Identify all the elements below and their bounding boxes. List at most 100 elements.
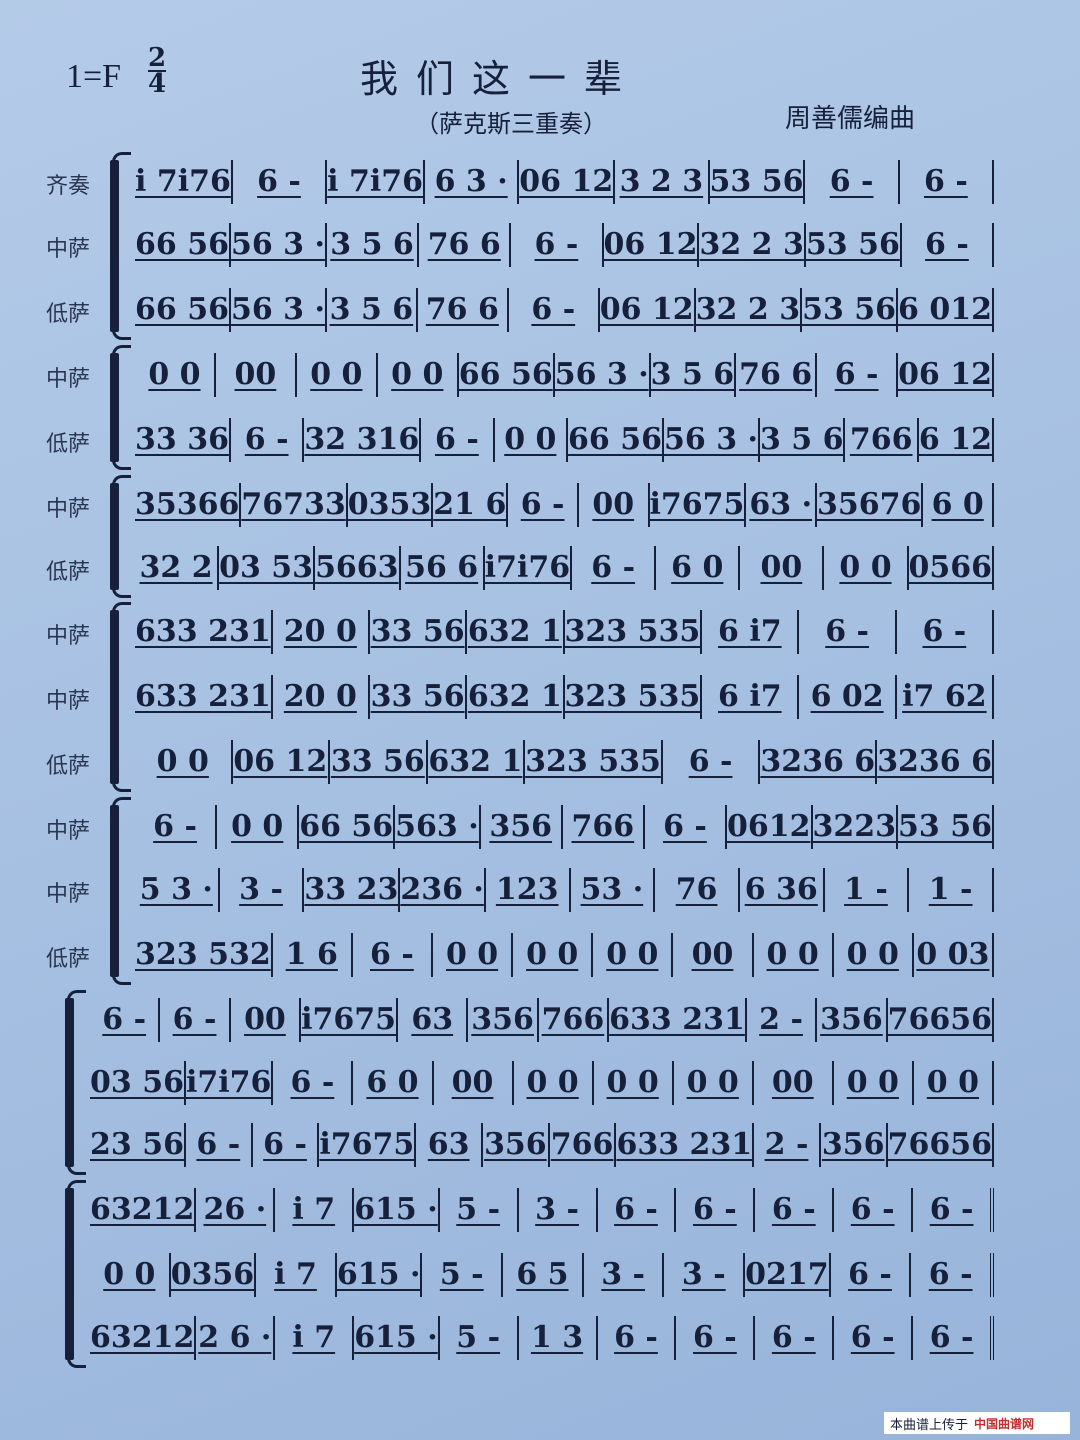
measure: 0 0 <box>513 933 594 977</box>
measure: i 7i76 <box>327 160 425 204</box>
measure: 6 012 <box>898 288 994 332</box>
measure: 632 1 <box>428 740 526 784</box>
measure: 56 3 · <box>555 353 651 397</box>
measure: 66 56 <box>299 805 396 849</box>
measure: i 7 <box>275 1316 355 1360</box>
instrument-label: 低萨 <box>46 302 91 327</box>
measure: 6 - <box>913 1316 995 1360</box>
measure: 3 - <box>220 868 305 912</box>
system-bracket <box>65 1180 86 1368</box>
measure: 76 6 <box>419 223 512 267</box>
instrument-label: 低萨 <box>46 947 91 972</box>
measure: 3 5 6 <box>651 353 737 397</box>
measure: 33 56 <box>370 610 468 654</box>
measure: 5 - <box>422 1253 504 1297</box>
stave: 0 0 06 12 33 56 632 1 323 535 6 -3236 6 3236 6 <box>135 739 995 785</box>
subtitle: （萨克斯三重奏） <box>415 110 607 138</box>
measure: 1 6 <box>273 933 353 977</box>
measure: 06 12 <box>600 288 696 332</box>
measure: 323 535 <box>565 675 703 719</box>
measure: 0 0 <box>217 805 300 849</box>
measure: 6 - <box>817 353 899 397</box>
measure: 3 5 6 <box>327 288 418 332</box>
measure: 1 3 <box>519 1316 598 1360</box>
measure: 6 - <box>508 483 579 527</box>
system-bracket <box>110 152 131 340</box>
measure: 33 23 <box>304 868 401 912</box>
measure: 356 <box>483 1123 550 1167</box>
measure: 6 - <box>805 160 900 204</box>
measure: 66 56 <box>568 418 664 462</box>
system-bracket <box>65 990 86 1175</box>
measure: 6 - <box>834 1188 914 1232</box>
measure: 0612 <box>727 805 813 849</box>
page-title: 我们这一辈 <box>360 57 641 101</box>
measure: 0 0 <box>433 933 514 977</box>
stave: 633 231 20 0 33 56 632 1 323 535 6 i7 6 02 i7 6… <box>135 674 994 720</box>
measure: 53 56 <box>806 223 902 267</box>
measure: 76656 <box>888 998 994 1042</box>
instrument-label: 低萨 <box>46 432 91 457</box>
measure: 06 12 <box>898 353 995 397</box>
watermark: 本曲谱上传于 中国曲谱网 <box>884 1412 1070 1434</box>
measure: 6 - <box>598 1188 677 1232</box>
measure: i 7i76 <box>135 160 233 204</box>
measure: 6 - <box>509 288 600 332</box>
measure: 633 231 <box>135 675 273 719</box>
measure: 56 6 <box>401 546 485 590</box>
measure: 6 - <box>676 1316 756 1360</box>
stave: 33 36 6 -32 316 6 -0 0 66 56 56 3 · 3 5 6 766 6… <box>135 417 994 463</box>
measure: 0 0 <box>824 546 909 590</box>
measure: 00 <box>434 1061 514 1105</box>
instrument-label: 中萨 <box>46 237 91 262</box>
measure: 0353 <box>348 483 434 527</box>
measure: 1 - <box>825 868 910 912</box>
measure: 00 <box>231 998 302 1042</box>
measure: 3 5 6 <box>327 223 420 267</box>
measure: 6 12 <box>919 418 994 462</box>
measure: 6 - <box>911 1253 995 1297</box>
measure: 0217 <box>745 1253 831 1297</box>
measure: 766 <box>550 1123 617 1167</box>
measure: 1 - <box>909 868 994 912</box>
time-signature: 2 4 <box>148 43 167 99</box>
measure: 0 0 <box>135 353 216 397</box>
measure: 0 0 <box>834 933 914 977</box>
measure: 03 53 <box>219 546 316 590</box>
measure: 56 3 · <box>231 288 327 332</box>
stave: i 7i76 6 -i 7i76 6 3 · 06 12 3 2 3 53 56 6 -6 … <box>135 159 995 205</box>
measure: 63 <box>416 1123 484 1167</box>
measure: 0 0 <box>90 1253 171 1297</box>
measure: 632 1 <box>467 610 565 654</box>
measure: 63212 <box>90 1316 197 1360</box>
measure: 6 36 <box>740 868 825 912</box>
time-signature-top: 2 <box>148 43 167 73</box>
measure: 6 - <box>273 1061 354 1105</box>
measure: 6 - <box>834 1316 914 1360</box>
measure: 0 0 <box>914 1061 994 1105</box>
measure: 66 56 <box>459 353 555 397</box>
measure: 6 i7 <box>702 675 800 719</box>
measure: 63212 <box>90 1188 197 1232</box>
measure: 0 03 <box>914 933 994 977</box>
measure: 63 <box>398 998 469 1042</box>
measure: 03 56 <box>90 1061 186 1105</box>
measure: 3236 6 <box>877 740 995 784</box>
time-signature-bottom: 4 <box>148 69 167 99</box>
measure: 2 6 · <box>196 1316 276 1360</box>
measure: 00 <box>673 933 754 977</box>
measure: 00 <box>216 353 297 397</box>
measure: i 7 <box>256 1253 337 1297</box>
measure: 633 231 <box>609 998 747 1042</box>
measure: 56 3 · <box>231 223 327 267</box>
measure: 32 2 3 <box>696 288 803 332</box>
measure: 615 · <box>354 1316 440 1360</box>
measure: 766 <box>563 805 645 849</box>
measure: 6 0 <box>923 483 994 527</box>
measure: i7i76 <box>485 546 573 590</box>
measure: 356 <box>817 998 888 1042</box>
measure: 76 <box>655 868 740 912</box>
